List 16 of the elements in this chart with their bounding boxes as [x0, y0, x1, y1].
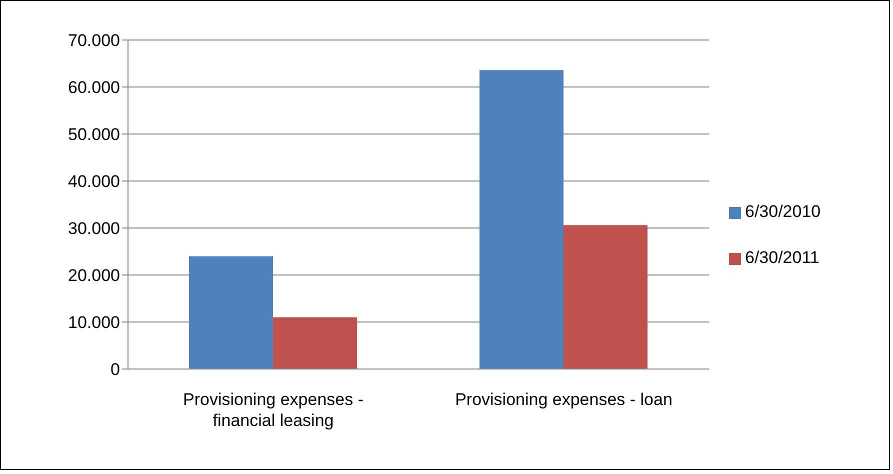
x-tick-label: Provisioning expenses - loan	[455, 390, 672, 409]
y-tick-label: 30.000	[68, 219, 120, 238]
legend-label: 6/30/2010	[745, 202, 821, 221]
y-tick-label: 60.000	[68, 78, 120, 98]
y-tick-label: 20.000	[68, 266, 120, 286]
y-tick-label: 70.000	[68, 31, 120, 50]
bar	[564, 225, 648, 369]
bar	[189, 256, 274, 369]
x-tick-label: Provisioning expenses - financial leasing	[183, 390, 364, 430]
y-tick-label: 50.000	[68, 125, 120, 144]
bar	[273, 317, 358, 369]
y-tick-label: 40.000	[68, 172, 120, 192]
y-tick-label: 10.000	[68, 313, 120, 332]
legend-label: 6/30/2011	[745, 248, 820, 267]
bar	[480, 70, 564, 369]
y-tick-label: 0	[110, 360, 120, 380]
